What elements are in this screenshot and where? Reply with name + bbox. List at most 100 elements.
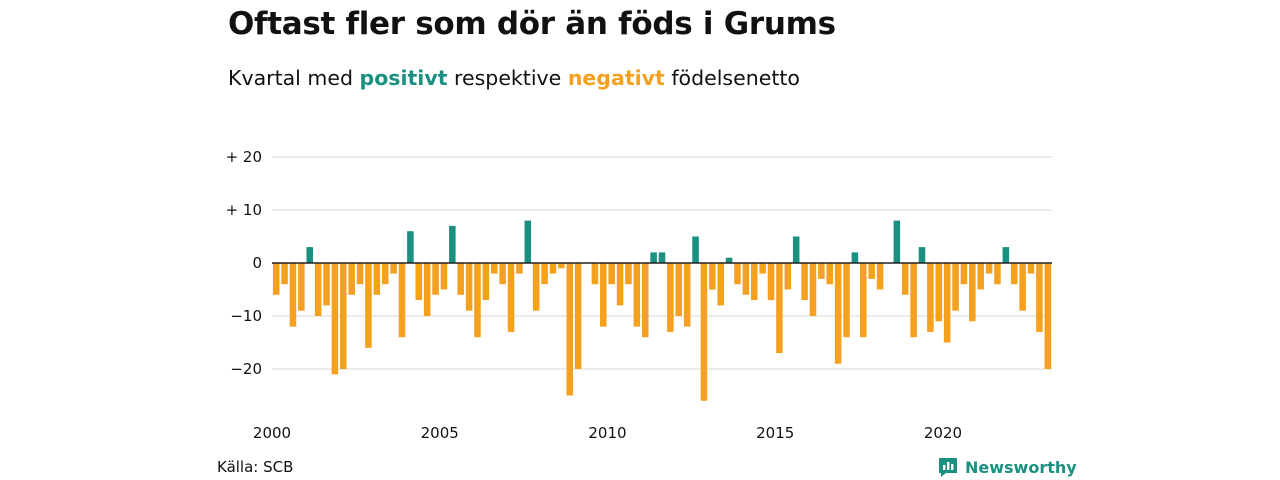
bar <box>616 263 624 306</box>
bar <box>1027 263 1035 274</box>
bar <box>1019 263 1026 311</box>
y-tick-label: + 20 <box>226 148 262 166</box>
subtitle-text-end: födelsenetto <box>671 66 800 90</box>
bar <box>692 236 699 263</box>
bar <box>365 263 372 348</box>
bar <box>868 263 875 279</box>
bar <box>709 263 716 290</box>
bar <box>532 263 540 311</box>
y-tick-label: −10 <box>230 307 262 325</box>
bar <box>314 263 322 316</box>
bar <box>977 263 984 290</box>
bar <box>600 263 607 327</box>
bar <box>700 263 708 401</box>
bar <box>490 263 498 274</box>
x-tick-label: 2015 <box>756 424 794 442</box>
x-tick-label: 2010 <box>588 424 626 442</box>
subtitle-text-middle: respektive <box>454 66 562 90</box>
bar <box>474 263 481 338</box>
bar <box>750 263 758 301</box>
brand-logo: Newsworthy <box>937 456 1077 478</box>
bar <box>667 263 674 332</box>
bar <box>1036 263 1043 332</box>
bar <box>306 247 314 263</box>
bar <box>658 252 666 263</box>
bar <box>960 263 968 285</box>
bar <box>784 263 792 290</box>
bar <box>927 263 934 332</box>
bar <box>675 263 683 316</box>
bar <box>876 263 884 290</box>
bar <box>910 263 917 338</box>
bar <box>776 263 783 354</box>
bar <box>826 263 834 285</box>
bar <box>574 263 582 369</box>
bar <box>449 225 456 263</box>
bar <box>843 263 850 338</box>
brand-name: Newsworthy <box>965 457 1077 477</box>
bar <box>893 220 901 263</box>
bar <box>440 263 448 290</box>
bar <box>809 263 817 316</box>
bar <box>641 263 649 338</box>
bar <box>633 263 641 327</box>
bar <box>952 263 959 311</box>
bar <box>591 263 599 285</box>
bar <box>935 263 943 322</box>
bar <box>289 263 297 327</box>
bar <box>969 263 976 322</box>
bar <box>860 263 867 338</box>
bar <box>373 263 381 295</box>
bar <box>818 263 825 279</box>
bar <box>541 263 548 285</box>
bar <box>407 231 414 263</box>
bar <box>356 263 364 285</box>
bar <box>1002 247 1010 263</box>
bar <box>1044 263 1052 369</box>
bar <box>801 263 808 301</box>
bar <box>331 263 339 375</box>
y-tick-label: 0 <box>252 254 262 272</box>
bar <box>608 263 615 285</box>
bar <box>918 247 926 263</box>
bar <box>432 263 439 295</box>
bar <box>390 263 397 274</box>
bar <box>465 263 473 311</box>
x-tick-label: 2000 <box>253 424 291 442</box>
y-tick-label: −20 <box>230 360 262 378</box>
bar <box>767 263 775 301</box>
bar <box>323 263 330 306</box>
bar <box>683 263 691 327</box>
bar <box>457 263 464 295</box>
bar <box>398 263 406 338</box>
x-tick-label: 2005 <box>421 424 459 442</box>
bar <box>340 263 347 369</box>
bar <box>725 257 733 263</box>
bar <box>516 263 523 274</box>
source-note: Källa: SCB <box>217 458 294 476</box>
bar <box>566 263 574 396</box>
bar <box>759 263 766 274</box>
subtitle-positive-label: positivt <box>359 66 448 90</box>
bar <box>734 263 741 285</box>
bar <box>834 263 842 364</box>
bar <box>524 220 532 263</box>
bar <box>381 263 389 285</box>
bar <box>298 263 305 311</box>
bar <box>423 263 431 316</box>
bar <box>650 252 657 263</box>
chart-subtitle: Kvartal med positivt respektive negativt… <box>228 66 800 90</box>
bar <box>792 236 800 263</box>
subtitle-negative-label: negativt <box>567 66 665 90</box>
bar <box>348 263 355 295</box>
bar <box>742 263 750 295</box>
bar <box>272 263 280 295</box>
bar <box>985 263 993 274</box>
bar <box>1010 263 1018 285</box>
bar <box>943 263 951 343</box>
bar <box>717 263 724 306</box>
bar <box>625 263 632 285</box>
bar <box>281 263 288 285</box>
bar <box>994 263 1001 285</box>
